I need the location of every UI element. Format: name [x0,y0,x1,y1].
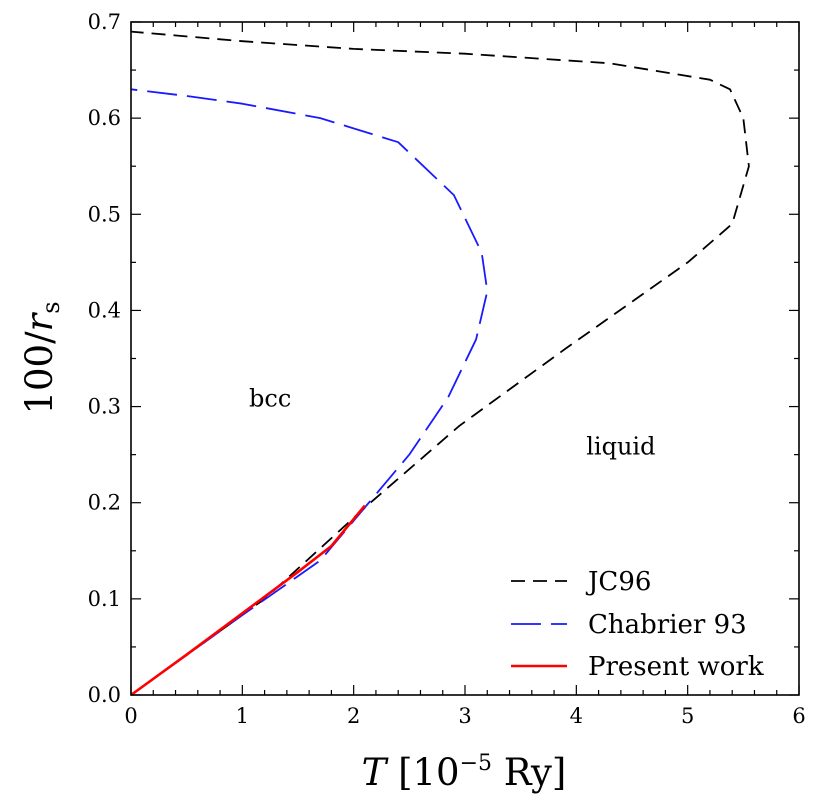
legend: JC96 Chabrier 93 Present work [511,567,764,682]
y-tick-label: 0.1 [88,587,121,611]
y-tick-label: 0.4 [88,298,121,322]
y-axis-label: 100/rs [18,301,65,414]
y-tick-label: 0.0 [88,683,121,707]
series-line-jc96 [130,30,750,696]
region-label-bcc: bcc [249,385,291,413]
y-tick-label: 0.5 [88,202,121,226]
x-tick-label: 6 [792,704,805,728]
series-line-chabrier-93 [130,88,489,696]
legend-label-chabrier93: Chabrier 93 [588,610,747,640]
x-tick-label: 0 [124,704,137,728]
y-tick-label: 0.7 [88,10,121,34]
legend-label-present-work: Present work [588,652,764,682]
x-tick-label: 2 [347,704,360,728]
tick-labels-layer: 0 1 2 3 4 5 6 0.0 0.1 0.2 0.3 0.4 0.5 0.6 0.7 [88,10,806,728]
plot-frame [130,21,800,696]
x-axis-label: T [10−5 Ry] [362,751,567,794]
series-line-present-work [130,504,366,697]
x-tick-label: 1 [236,704,249,728]
x-tick-label: 5 [681,704,694,728]
legend-label-jc96: JC96 [585,567,651,597]
y-tick-label: 0.6 [88,106,121,130]
x-tick-label: 4 [570,704,583,728]
y-tick-label: 0.3 [88,395,121,419]
ticks-layer [130,21,800,696]
region-label-liquid: liquid [586,433,655,461]
series-layer [130,30,750,697]
y-tick-label: 0.2 [88,491,121,515]
x-tick-label: 3 [458,704,471,728]
